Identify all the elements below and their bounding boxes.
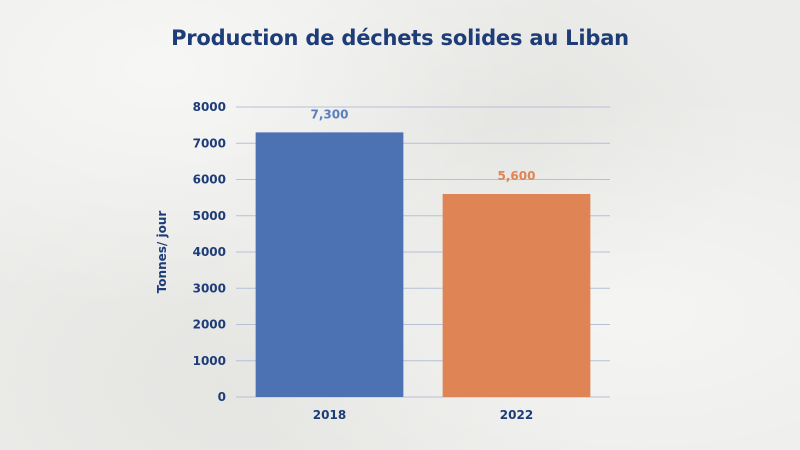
x-axis-categories: 2018 2022 — [313, 408, 533, 422]
y-axis-label: Tonnes/ jour — [155, 211, 169, 294]
y-tick-label: 4000 — [193, 245, 226, 259]
y-tick-label: 2000 — [193, 318, 226, 332]
y-tick-label: 7000 — [193, 136, 226, 150]
bar-2018 — [255, 132, 404, 397]
bars — [255, 132, 591, 397]
y-axis-ticks: 0 1000 2000 3000 4000 5000 6000 7000 8000 — [193, 100, 226, 404]
data-label-2022: 5,600 — [498, 169, 536, 183]
x-category-label: 2022 — [500, 408, 533, 422]
data-labels: 7,300 5,600 — [311, 107, 536, 183]
y-tick-label: 6000 — [193, 173, 226, 187]
y-tick-label: 8000 — [193, 100, 226, 114]
y-tick-label: 3000 — [193, 281, 226, 295]
data-label-2018: 7,300 — [311, 107, 349, 121]
x-category-label: 2018 — [313, 408, 346, 422]
y-tick-label: 0 — [218, 390, 226, 404]
chart-title: Production de déchets solides au Liban — [171, 26, 629, 50]
bar-2022 — [442, 194, 591, 397]
y-tick-label: 5000 — [193, 209, 226, 223]
y-tick-label: 1000 — [193, 354, 226, 368]
